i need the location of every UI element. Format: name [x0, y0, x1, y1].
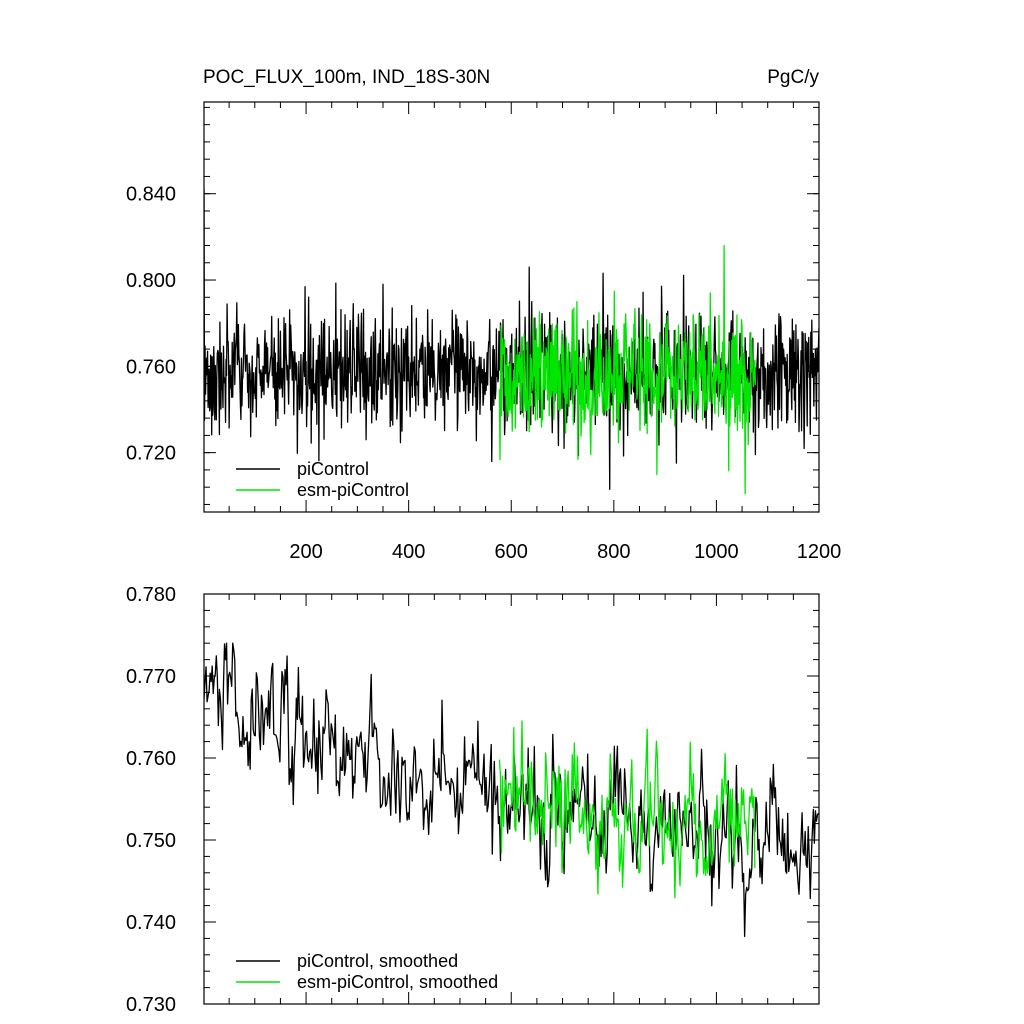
- y-tick-label: 0.740: [126, 912, 176, 934]
- x-tick-label: 1000: [694, 541, 739, 563]
- y-tick-label: 0.760: [126, 748, 176, 770]
- top-panel: 0.720 0.760 0.800 0.840 200 400 600 800 1000 1200…: [126, 101, 842, 563]
- plot-frame: [203, 101, 820, 513]
- y-tick-label: 0.750: [126, 830, 176, 852]
- legend-label: piControl: [297, 459, 369, 479]
- y-tick-label: 0.780: [126, 584, 176, 606]
- legend-label: esm-piControl: [297, 480, 409, 500]
- y-tick-label: 0.800: [126, 270, 176, 292]
- series-line-picontrol: [204, 189, 819, 490]
- legend-label: esm-piControl, smoothed: [297, 972, 498, 992]
- y-tick-label: 0.720: [126, 443, 176, 465]
- x-tick-label: 200: [289, 541, 322, 563]
- y-tick-label: 0.840: [126, 184, 176, 206]
- y-tick-label: 0.770: [126, 666, 176, 688]
- chart-header-left: POC_FLUX_100m, IND_18S-30N: [203, 67, 490, 88]
- x-tick-label: 1200: [797, 541, 842, 563]
- series-line-esm-picontrol-smoothed: [498, 720, 756, 899]
- chart-header-units: PgC/y: [767, 67, 819, 88]
- y-tick-label: 0.760: [126, 356, 176, 378]
- x-tick-label: 600: [495, 541, 528, 563]
- legend-label: piControl, smoothed: [297, 951, 458, 971]
- y-tick-label: 0.730: [126, 994, 176, 1016]
- series-line-esm-picontrol: [498, 244, 757, 495]
- x-tick-label: 800: [597, 541, 630, 563]
- bottom-panel: 0.730 0.740 0.750 0.760 0.770 0.780 piControl,…: [126, 584, 820, 1016]
- x-tick-label: 400: [392, 541, 425, 563]
